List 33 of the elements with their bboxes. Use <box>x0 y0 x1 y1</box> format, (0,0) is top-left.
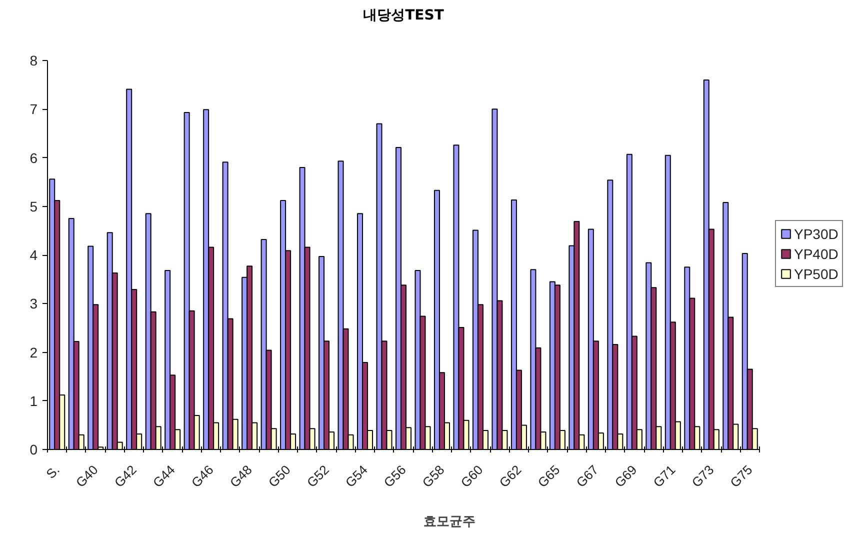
y-tick-label: 8 <box>30 52 38 68</box>
x-tick-label: G75 <box>727 462 756 490</box>
x-tick-label: G50 <box>265 462 294 490</box>
x-tick-label: G54 <box>342 462 370 490</box>
y-tick-label: 6 <box>30 150 38 166</box>
y-tick-label: 3 <box>30 296 38 312</box>
x-tick-label: G52 <box>304 462 332 490</box>
x-tick-label: G44 <box>150 462 178 490</box>
x-axis-title: 효모균주 <box>424 514 476 530</box>
x-tick-label: G46 <box>188 462 216 490</box>
x-tick-label: G67 <box>573 462 602 490</box>
x-tick-label: G48 <box>226 462 255 490</box>
y-tick-label: 2 <box>30 344 38 360</box>
x-tick-label: G40 <box>72 462 101 490</box>
x-tick-label: G58 <box>419 462 448 490</box>
legend-label: YP30D <box>794 225 838 242</box>
x-tick-label: G60 <box>458 462 486 490</box>
legend-label: YP50D <box>794 265 838 282</box>
y-tick-label: 7 <box>30 101 38 118</box>
x-tick-label: G73 <box>688 462 717 490</box>
legend-label: YP40D <box>794 245 838 262</box>
y-tick-label: 5 <box>30 198 38 214</box>
chart-title: 내당성TEST <box>363 8 444 24</box>
y-tick-label: 4 <box>30 247 38 263</box>
x-tick-label: G71 <box>650 462 678 490</box>
x-tick-label: G69 <box>612 462 640 490</box>
x-tick-label: S. <box>43 462 62 482</box>
x-tick-label: G65 <box>534 462 563 490</box>
y-tick-label: 0 <box>30 442 38 458</box>
x-tick-label: G42 <box>111 462 140 490</box>
x-tick-label: G56 <box>380 462 409 490</box>
x-tick-label: G62 <box>496 462 524 490</box>
y-tick-label: 1 <box>30 392 38 409</box>
